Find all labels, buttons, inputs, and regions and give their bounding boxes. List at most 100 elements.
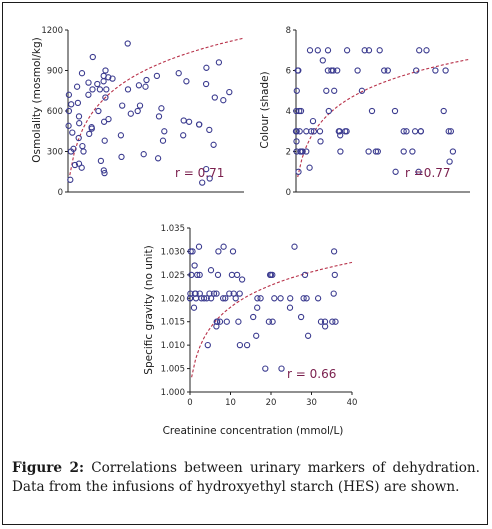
data-point-colour	[293, 148, 300, 155]
data-point-osmolality	[202, 80, 210, 88]
data-point-osmolality	[118, 153, 125, 161]
data-point-osmolality	[210, 141, 217, 148]
data-point-specific-gravity	[330, 290, 337, 297]
data-point-specific-gravity	[188, 271, 195, 279]
data-point-osmolality	[97, 157, 105, 165]
data-point-colour	[306, 47, 314, 54]
data-point-specific-gravity	[303, 295, 310, 302]
chart-osmolality: 0 300 600 900 1200 Osmolality (mosmol/kg) r …	[31, 26, 245, 198]
data-point-colour	[295, 67, 302, 74]
data-point-osmolality	[102, 94, 109, 101]
data-point-colour	[324, 47, 332, 54]
data-point-colour	[374, 148, 381, 155]
data-point-osmolality	[79, 142, 86, 150]
data-point-specific-gravity	[190, 304, 198, 311]
data-point-specific-gravity	[223, 318, 230, 325]
data-point-osmolality	[175, 70, 182, 77]
data-point-specific-gravity	[230, 290, 237, 297]
data-point-specific-gravity	[204, 341, 211, 349]
data-point-specific-gravity	[278, 365, 285, 372]
ytick-label-specific-gravity: 1.010	[161, 341, 185, 351]
data-point-colour	[293, 128, 300, 135]
data-point-osmolality	[159, 137, 167, 144]
data-point-specific-gravity	[257, 295, 264, 302]
data-point-osmolality	[183, 78, 190, 85]
ytick-label-colour: 4	[286, 107, 291, 117]
data-point-specific-gravity	[194, 271, 201, 279]
data-point-osmolality	[203, 64, 210, 71]
data-point-osmolality	[180, 117, 187, 124]
data-point-osmolality	[95, 107, 102, 115]
data-point-colour	[400, 128, 407, 135]
data-point-osmolality	[105, 115, 112, 123]
data-point-specific-gravity	[265, 318, 273, 325]
data-point-osmolality	[88, 124, 95, 131]
data-point-colour	[343, 47, 351, 54]
data-point-specific-gravity	[220, 243, 227, 250]
ytick-label-specific-gravity: 1.035	[161, 224, 185, 234]
data-point-osmolality	[105, 74, 112, 81]
data-point-specific-gravity	[304, 332, 312, 339]
data-point-osmolality	[85, 91, 92, 98]
ytick-label-specific-gravity: 1.005	[161, 365, 185, 375]
data-point-specific-gravity	[286, 304, 294, 311]
fit-curve-specific-gravity	[191, 261, 353, 378]
data-point-osmolality	[134, 107, 141, 115]
data-point-specific-gravity	[228, 271, 236, 279]
data-point-colour	[316, 128, 324, 135]
data-point-osmolality	[155, 113, 163, 120]
data-point-specific-gravity	[314, 295, 322, 302]
data-point-osmolality	[75, 113, 83, 120]
data-point-osmolality	[89, 53, 96, 61]
data-point-specific-gravity	[214, 318, 221, 325]
data-point-osmolality	[101, 169, 108, 177]
data-point-osmolality	[68, 101, 75, 108]
data-point-osmolality	[100, 167, 107, 174]
data-point-specific-gravity	[267, 271, 275, 279]
figure-caption: Figure 2: Correlations between urinary m…	[12, 459, 480, 497]
data-point-colour	[334, 67, 341, 74]
data-point-colour	[372, 148, 380, 155]
data-point-specific-gravity	[196, 271, 203, 279]
xtick-label-specific-gravity: 20	[266, 398, 277, 408]
data-point-colour	[411, 128, 419, 135]
data-point-colour	[293, 107, 300, 115]
data-point-osmolality	[226, 88, 233, 96]
data-point-specific-gravity	[269, 318, 276, 325]
data-point-colour	[299, 148, 306, 155]
data-point-osmolality	[100, 78, 107, 85]
data-point-specific-gravity	[191, 262, 198, 269]
data-point-specific-gravity	[233, 271, 241, 279]
r-value-osmolality: r = 0.71	[175, 166, 224, 180]
data-point-colour	[331, 87, 338, 94]
data-point-specific-gravity	[215, 248, 222, 255]
data-point-osmolality	[86, 130, 93, 138]
data-point-osmolality	[65, 91, 73, 98]
data-point-osmolality	[78, 70, 86, 77]
data-point-osmolality	[100, 118, 108, 125]
data-point-osmolality	[153, 72, 161, 80]
data-point-colour	[296, 128, 303, 135]
data-point-osmolality	[211, 94, 218, 101]
data-point-specific-gravity	[236, 290, 243, 297]
data-point-specific-gravity	[321, 323, 329, 330]
data-point-osmolality	[161, 128, 168, 135]
data-point-osmolality	[65, 122, 72, 129]
data-point-colour	[376, 47, 383, 54]
caption-label: Figure 2:	[12, 460, 85, 476]
data-point-osmolality	[101, 137, 108, 144]
data-point-colour	[403, 128, 410, 135]
ylabel-colour: Colour (shade)	[259, 71, 271, 148]
data-point-osmolality	[75, 134, 82, 142]
data-point-colour	[413, 67, 420, 74]
data-point-osmolality	[206, 126, 213, 134]
data-point-colour	[440, 107, 447, 115]
data-point-colour	[416, 47, 423, 54]
data-point-specific-gravity	[192, 290, 199, 297]
data-point-specific-gravity	[207, 267, 215, 274]
data-point-osmolality	[75, 160, 83, 167]
data-point-colour	[392, 168, 399, 175]
data-point-specific-gravity	[219, 295, 227, 302]
data-point-specific-gravity	[210, 290, 218, 297]
